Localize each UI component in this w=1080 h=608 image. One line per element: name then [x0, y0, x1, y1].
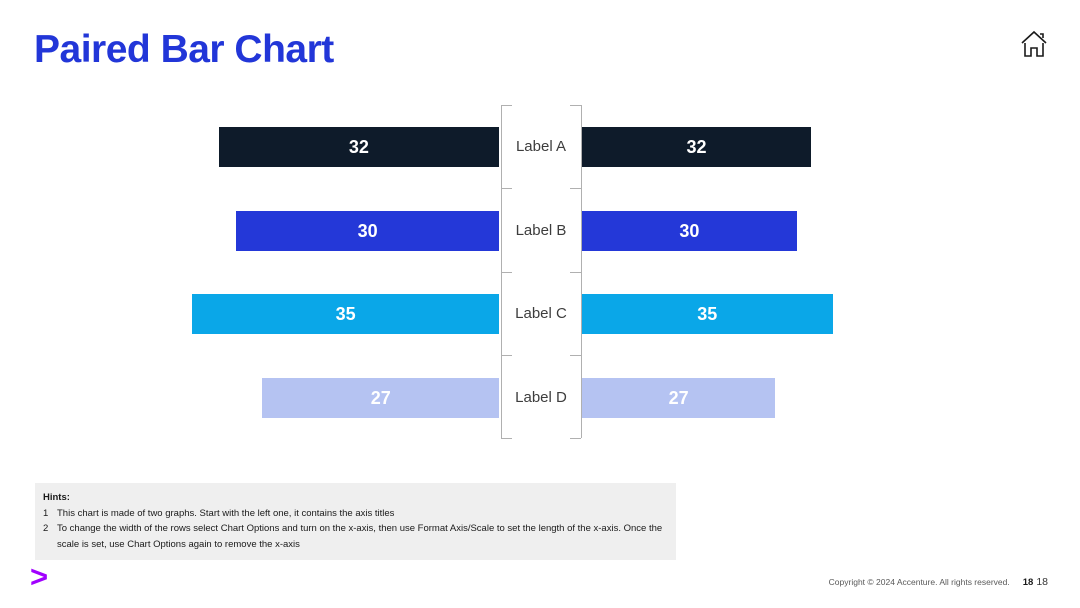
bar-right-1: 32 — [582, 127, 812, 167]
footer: Copyright © 2024 Accenture. All rights r… — [829, 576, 1048, 588]
page-number: 18 — [1036, 576, 1048, 588]
copyright-text: Copyright © 2024 Accenture. All rights r… — [828, 577, 1010, 587]
axis-tick — [501, 188, 512, 190]
category-label-2: Label B — [515, 221, 567, 239]
page-number-bold: 18 — [1022, 577, 1034, 588]
hint-text: This chart is made of two graphs. Start … — [57, 507, 395, 519]
axis-tick — [501, 271, 512, 273]
hint-text: To change the width of the rows select C… — [57, 523, 663, 550]
accenture-logo: > — [30, 559, 49, 594]
bar-right-4: 27 — [582, 377, 776, 418]
hints-box: Hints: 1 This chart is made of two graphs… — [35, 483, 676, 560]
axis-tick — [501, 354, 512, 356]
axis-tick — [501, 105, 512, 106]
bar-left-4: 27 — [262, 377, 499, 418]
axis-tick — [570, 271, 581, 273]
axis-tick — [570, 354, 581, 356]
category-label-3: Label C — [515, 305, 567, 322]
axis-vline-right — [581, 105, 582, 438]
category-label-4: Label D — [515, 388, 567, 406]
page-title: Paired Bar Chart — [34, 28, 334, 71]
hints-list: 1 This chart is made of two graphs. Start… — [43, 506, 666, 553]
hint-number: 1 — [43, 507, 49, 519]
bar-left-3: 35 — [192, 294, 499, 334]
bar-right-2: 30 — [582, 210, 797, 251]
bar-left-2: 30 — [236, 210, 499, 251]
home-icon[interactable] — [1019, 29, 1049, 61]
category-label-1: Label A — [515, 138, 567, 155]
bar-right-3: 35 — [582, 294, 833, 334]
home-icon-svg — [1021, 30, 1047, 57]
axis-tick — [501, 438, 512, 439]
hint-item: 1 This chart is made of two graphs. Start… — [43, 506, 666, 522]
axis-tick — [570, 188, 581, 190]
hints-heading: Hints: — [43, 492, 70, 503]
hint-item: 2 To change the width of the rows select … — [43, 521, 666, 552]
hint-number: 2 — [43, 523, 49, 534]
bar-left-1: 32 — [218, 127, 499, 167]
axis-tick — [570, 105, 581, 106]
paired-bar-chart: 32 Label A 32 30 Label B 30 35 Label C 35 27 Label… — [192, 105, 833, 439]
axis-tick — [570, 438, 581, 439]
